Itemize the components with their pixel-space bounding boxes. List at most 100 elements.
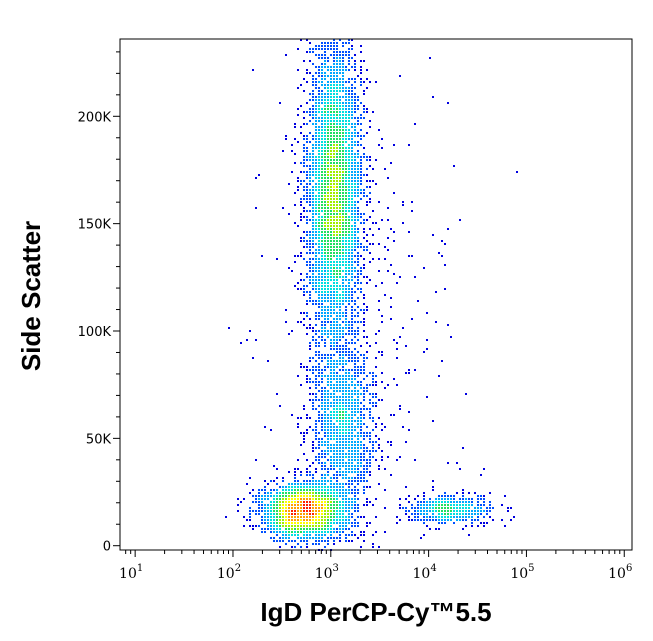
event-dot [351,342,353,344]
event-dot [354,498,356,500]
event-dot [321,132,323,134]
event-dot [300,162,302,164]
event-dot [315,354,317,356]
event-dot [363,396,365,398]
event-dot [342,258,344,260]
event-dot [363,369,365,371]
event-dot [327,120,329,122]
event-dot [288,483,290,485]
event-dot [330,261,332,263]
event-dot [360,72,362,74]
event-dot [291,501,293,503]
event-dot [363,312,365,314]
event-dot [447,462,449,464]
event-dot [351,396,353,398]
event-dot [345,201,347,203]
event-dot [336,444,338,446]
event-dot [483,504,485,506]
event-dot [309,522,311,524]
event-dot [438,516,440,518]
event-dot [273,489,275,491]
event-dot [336,522,338,524]
event-dot [360,66,362,68]
event-dot [345,177,347,179]
event-dot [321,42,323,44]
event-dot [321,267,323,269]
event-dot [345,414,347,416]
event-dot [309,234,311,236]
event-dot [306,285,308,287]
event-dot [345,381,347,383]
event-dot [333,303,335,305]
event-dot [309,519,311,521]
event-dot [318,249,320,251]
event-dot [309,483,311,485]
event-dot [357,357,359,359]
event-dot [339,306,341,308]
event-dot [330,387,332,389]
event-dot [381,399,383,401]
event-dot [327,150,329,152]
event-dot [336,114,338,116]
event-dot [294,501,296,503]
event-dot [336,45,338,47]
event-dot [360,534,362,536]
event-dot [333,312,335,314]
event-dot [324,258,326,260]
event-dot [354,78,356,80]
event-dot [333,57,335,59]
event-dot [333,201,335,203]
event-dot [357,306,359,308]
event-dot [315,225,317,227]
event-dot [309,270,311,272]
event-dot [297,189,299,191]
event-dot [312,186,314,188]
x-tick-label: 103 [315,563,339,582]
event-dot [465,525,467,527]
event-dot [330,354,332,356]
event-dot [324,54,326,56]
event-dot [318,105,320,107]
event-dot [330,534,332,536]
event-dot [348,165,350,167]
event-dot [510,507,512,509]
event-dot [507,510,509,512]
event-dot [306,192,308,194]
event-dot [366,132,368,134]
event-dot [315,186,317,188]
event-dot [354,237,356,239]
event-dot [288,507,290,509]
event-dot [366,375,368,377]
event-dot [252,495,254,497]
event-dot [318,414,320,416]
event-dot [333,501,335,503]
event-dot [309,498,311,500]
event-dot [315,162,317,164]
event-dot [345,540,347,542]
event-dot [330,309,332,311]
event-dot [345,249,347,251]
event-dot [366,342,368,344]
event-dot [318,288,320,290]
event-dot [321,540,323,542]
event-dot [324,393,326,395]
event-dot [366,468,368,470]
event-dot [357,243,359,245]
event-dot [330,234,332,236]
event-dot [303,435,305,437]
event-dot [342,66,344,68]
event-dot [363,219,365,221]
event-dot [375,393,377,395]
event-dot [333,336,335,338]
event-dot [336,75,338,77]
event-dot [339,450,341,452]
event-dot [345,153,347,155]
event-dot [465,498,467,500]
event-dot [312,237,314,239]
event-dot [312,372,314,374]
event-dot [321,288,323,290]
event-dot [339,390,341,392]
event-dot [309,297,311,299]
event-dot [381,138,383,140]
event-dot [318,405,320,407]
